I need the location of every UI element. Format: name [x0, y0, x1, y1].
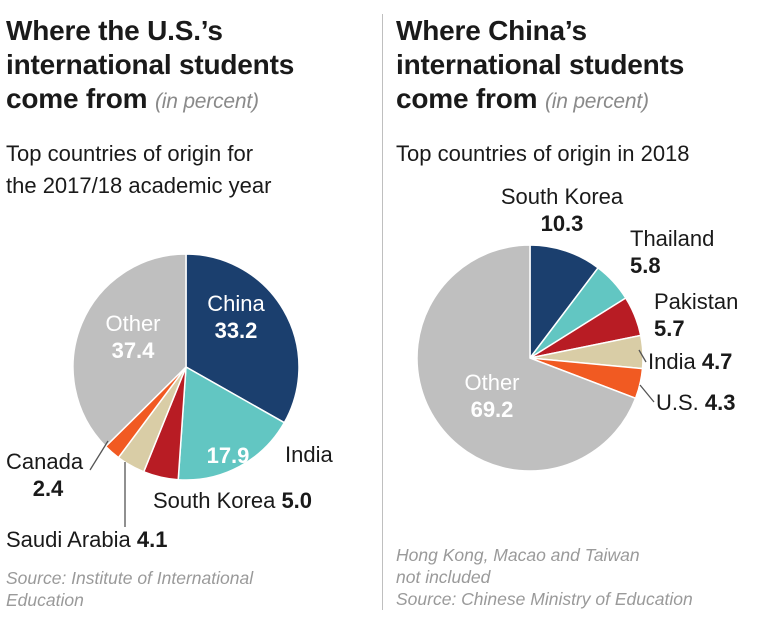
slice-value-india: 4.7 [702, 349, 733, 374]
china-chart-panel: Where China’s international students com… [384, 0, 769, 623]
source-line: Education [6, 590, 84, 610]
slice-label-saudi-arabia: Saudi Arabia [6, 527, 137, 552]
leader-line-india [638, 349, 647, 363]
chart-title: Where China’s international students com… [396, 14, 684, 119]
svg-text:U.S. 4.3: U.S. 4.3 [656, 390, 736, 415]
slice-label-canada: Canada [6, 449, 84, 474]
chart-subtitle: Top countries of origin for the 2017/18 … [6, 138, 271, 202]
slice-label-pakistan: Pakistan [654, 289, 738, 314]
title-line: come from [396, 83, 538, 114]
title-line: international students [396, 49, 685, 80]
source-note: Source: Institute of International Educa… [6, 567, 253, 611]
slice-value-south-korea: 10.3 [541, 211, 584, 236]
slice-label-china: China [207, 291, 265, 316]
slice-value-other: 69.2 [471, 397, 514, 422]
slice-value-saudi-arabia: 4.1 [137, 527, 168, 552]
svg-text:India 4.7: India 4.7 [648, 349, 732, 374]
source-line: not included [396, 567, 491, 587]
slice-value-south-korea: 5.0 [281, 488, 312, 513]
pie-slice-other [416, 244, 637, 472]
slice-label-thailand: Thailand [630, 226, 714, 251]
source-line: Source: Institute of International [6, 568, 254, 588]
slice-value-thailand: 5.8 [630, 253, 661, 278]
leader-line-canada [89, 440, 109, 471]
title-unit: (in percent) [544, 90, 649, 113]
subtitle-line: the 2017/18 academic year [6, 173, 272, 198]
subtitle-line: Top countries of origin for [6, 141, 254, 166]
slice-value-china: 33.2 [215, 318, 258, 343]
slice-label-u-s: U.S. [656, 390, 705, 415]
slice-label-south-korea: South Korea [501, 184, 624, 209]
leader-line-u-s [639, 384, 655, 403]
slice-value-india: 17.9 [207, 443, 250, 468]
title-line: international students [6, 49, 295, 80]
svg-text:South Korea 5.0: South Korea 5.0 [153, 488, 312, 513]
slice-label-south-korea: South Korea [153, 488, 281, 513]
us-chart-panel: Where the U.S.’s international students … [0, 0, 382, 623]
pie-slice-other [72, 253, 187, 448]
chart-title: Where the U.S.’s international students … [6, 14, 294, 119]
slice-value-u-s: 4.3 [705, 390, 736, 415]
source-line: Hong Kong, Macao and Taiwan [396, 545, 640, 565]
slice-value-pakistan: 5.7 [654, 316, 685, 341]
title-line: come from [6, 83, 148, 114]
pie-slice-south-korea [529, 244, 600, 361]
slice-label-other: Other [105, 311, 160, 336]
source-line: Source: Chinese Ministry of Education [396, 589, 693, 609]
title-line: Where China’s [396, 15, 587, 46]
slice-label-other: Other [464, 370, 519, 395]
title-unit: (in percent) [154, 90, 259, 113]
pie-slice-china [185, 253, 300, 424]
slice-label-india: India [648, 349, 702, 374]
slice-label-india: India [285, 442, 333, 467]
subtitle-line: Top countries of origin in 2018 [396, 141, 690, 166]
pie-slice-india [177, 365, 286, 481]
panel-divider [382, 14, 383, 610]
svg-text:Saudi Arabia 4.1: Saudi Arabia 4.1 [6, 527, 167, 552]
title-line: Where the U.S.’s [6, 15, 223, 46]
chart-subtitle: Top countries of origin in 2018 [396, 138, 690, 170]
slice-value-other: 37.4 [112, 338, 156, 363]
slice-value-canada: 2.4 [33, 476, 64, 501]
source-note: Hong Kong, Macao and Taiwan not included… [396, 544, 693, 610]
